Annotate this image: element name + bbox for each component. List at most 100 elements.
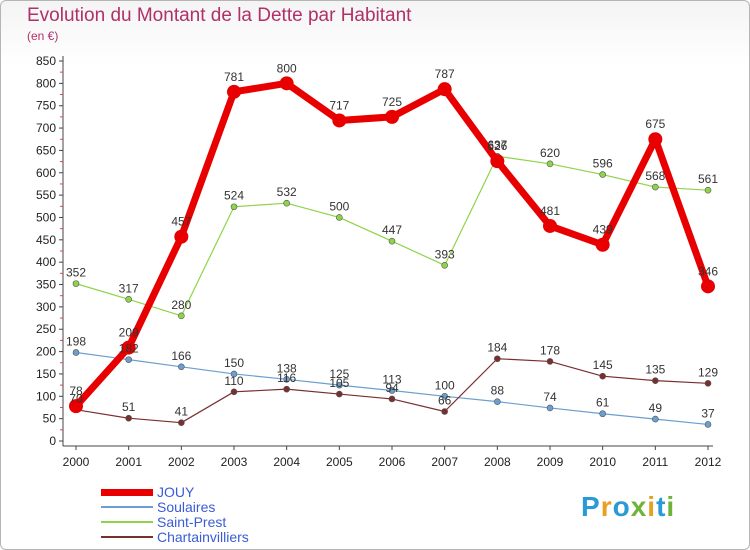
data-label: 41: [175, 405, 189, 419]
y-tick-label: 550: [36, 188, 56, 202]
data-point: [543, 218, 557, 233]
data-label: 457: [171, 215, 191, 229]
x-tick-label: 2002: [168, 455, 195, 469]
data-label: 150: [224, 356, 244, 370]
y-tick-label: 400: [36, 255, 56, 269]
data-point: [388, 387, 396, 394]
y-tick-label: 200: [36, 345, 56, 359]
data-label: 184: [487, 341, 507, 355]
data-point: [336, 381, 343, 389]
y-tick-label: 850: [36, 54, 56, 68]
y-tick-label: 100: [36, 389, 56, 403]
data-point: [121, 340, 136, 355]
data-label: 781: [224, 70, 244, 84]
data-point: [652, 183, 659, 191]
data-label: 596: [593, 157, 613, 171]
y-tick-label: 600: [36, 166, 56, 180]
data-point: [336, 214, 343, 221]
data-point: [704, 186, 712, 194]
data-label: 352: [66, 266, 86, 280]
data-point: [178, 419, 185, 426]
data-label: 532: [277, 185, 297, 199]
data-label: 125: [329, 367, 349, 381]
chart-title: Evolution du Montant de la Dette par Hab…: [27, 5, 412, 26]
y-tick-label: 300: [36, 300, 56, 314]
data-point: [704, 421, 712, 428]
legend-swatch: [101, 521, 153, 523]
data-label: 100: [435, 378, 455, 392]
data-point: [388, 395, 396, 403]
data-point: [441, 262, 448, 269]
data-label: 725: [382, 95, 402, 109]
data-label: 70: [69, 392, 83, 406]
data-point: [69, 399, 83, 414]
y-tick-label: 500: [36, 210, 56, 224]
y-tick-label: 50: [43, 412, 57, 426]
data-point: [72, 280, 80, 287]
data-point: [701, 279, 715, 294]
legend-label: JOUY: [157, 484, 195, 500]
data-label: 88: [491, 384, 505, 398]
x-tick-label: 2011: [642, 455, 668, 469]
data-label: 145: [593, 358, 613, 372]
data-label: 105: [329, 376, 349, 390]
data-label: 561: [698, 172, 718, 186]
data-label: 61: [596, 396, 610, 410]
logo-letter: o: [612, 491, 631, 522]
data-point: [283, 376, 290, 383]
data-point: [652, 415, 659, 423]
data-point: [385, 109, 399, 124]
data-label: 524: [224, 189, 244, 203]
data-point: [283, 385, 290, 393]
x-tick-label: 2000: [63, 455, 90, 469]
y-tick-label: 0: [49, 434, 56, 448]
data-label: 346: [698, 264, 718, 278]
data-label: 198: [66, 334, 86, 348]
logo-letter: r: [600, 491, 613, 522]
data-label: 178: [540, 343, 560, 357]
x-tick-label: 2007: [431, 455, 458, 469]
data-point: [125, 295, 132, 303]
x-tick-label: 2006: [379, 455, 406, 469]
data-label: 138: [277, 361, 297, 375]
data-label: 166: [171, 349, 191, 363]
y-tick-label: 250: [36, 322, 56, 336]
data-label: 66: [438, 393, 452, 407]
data-point: [494, 398, 501, 405]
data-point: [178, 312, 185, 320]
logo-letter: x: [630, 491, 648, 522]
y-tick-label: 150: [36, 367, 56, 381]
data-point: [125, 414, 132, 422]
logo-letter: P: [581, 491, 601, 522]
data-point: [174, 229, 189, 244]
logo-letter: i: [666, 491, 676, 522]
data-point: [648, 132, 663, 147]
data-label: 129: [698, 365, 718, 379]
data-point: [546, 358, 554, 365]
legend-swatch: [101, 536, 153, 538]
data-label: 800: [277, 61, 297, 75]
data-label: 447: [382, 223, 402, 237]
data-point: [652, 377, 659, 384]
data-label: 110: [224, 374, 243, 388]
data-point: [494, 355, 501, 363]
data-point: [490, 154, 505, 169]
x-tick-label: 2004: [273, 455, 300, 469]
data-label: 637: [487, 138, 507, 152]
data-point: [227, 84, 241, 99]
data-label: 675: [645, 117, 665, 131]
logo-letter: i: [647, 491, 657, 522]
data-point: [279, 76, 294, 91]
data-label: 37: [701, 406, 715, 420]
data-point: [546, 160, 554, 168]
data-label: 78: [69, 384, 83, 398]
data-point: [336, 390, 343, 398]
chart-subtitle: (en €): [27, 29, 59, 43]
legend-swatch: [101, 488, 153, 496]
logo-letter: t: [656, 491, 667, 522]
data-point: [546, 404, 554, 412]
y-tick-label: 650: [36, 143, 56, 157]
data-label: 626: [487, 139, 507, 153]
